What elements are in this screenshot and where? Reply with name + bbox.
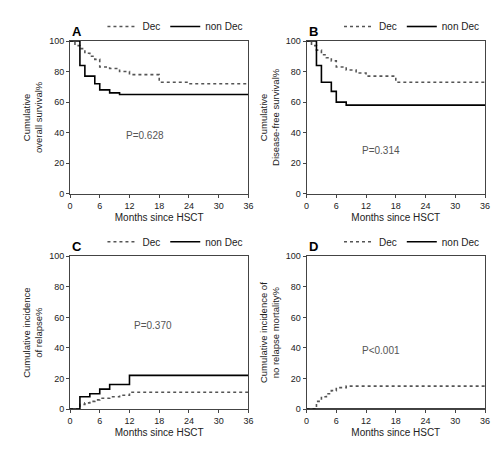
svg-text:0: 0 [304,416,309,426]
svg-text:36: 36 [480,201,490,211]
svg-text:80: 80 [291,282,301,292]
svg-text:6: 6 [97,201,102,211]
svg-text:P=0.628: P=0.628 [126,130,164,141]
svg-text:100: 100 [49,251,64,261]
svg-text:0: 0 [59,404,64,414]
svg-text:60: 60 [291,313,301,323]
svg-text:Dec: Dec [142,21,160,32]
svg-text:30: 30 [450,201,460,211]
svg-text:P<0.001: P<0.001 [362,345,400,356]
svg-text:B: B [309,24,318,39]
svg-text:18: 18 [391,201,401,211]
svg-text:D: D [309,239,318,254]
svg-text:40: 40 [54,128,64,138]
svg-text:30: 30 [214,201,224,211]
svg-text:Months since HSCT: Months since HSCT [115,427,204,438]
svg-text:P=0.314: P=0.314 [362,145,400,156]
svg-text:Cumulative incidence ofno rela: Cumulative incidence ofno relapse mortal… [258,282,281,383]
svg-text:80: 80 [291,67,301,77]
svg-text:12: 12 [124,416,134,426]
svg-text:non Dec: non Dec [205,21,242,32]
svg-text:60: 60 [54,313,64,323]
svg-text:60: 60 [291,97,301,107]
svg-text:24: 24 [421,201,431,211]
svg-text:18: 18 [154,416,164,426]
svg-text:12: 12 [124,201,134,211]
svg-text:20: 20 [291,158,301,168]
svg-text:Months since HSCT: Months since HSCT [351,427,440,438]
svg-text:non Dec: non Dec [205,237,242,248]
svg-text:Months since HSCT: Months since HSCT [115,212,204,223]
svg-text:80: 80 [54,282,64,292]
svg-text:18: 18 [154,201,164,211]
svg-text:12: 12 [361,201,371,211]
svg-text:A: A [72,24,82,39]
svg-text:40: 40 [291,128,301,138]
svg-text:Dec: Dec [379,21,397,32]
svg-text:6: 6 [97,416,102,426]
svg-text:24: 24 [421,416,431,426]
svg-text:6: 6 [334,201,339,211]
svg-text:C: C [72,239,82,254]
svg-text:36: 36 [243,201,253,211]
svg-text:36: 36 [243,416,253,426]
svg-text:0: 0 [67,416,72,426]
svg-text:20: 20 [54,374,64,384]
svg-text:6: 6 [334,416,339,426]
svg-text:0: 0 [304,201,309,211]
svg-text:24: 24 [184,201,194,211]
svg-text:20: 20 [54,158,64,168]
svg-text:100: 100 [286,36,301,46]
svg-text:36: 36 [480,416,490,426]
svg-text:12: 12 [361,416,371,426]
svg-text:18: 18 [391,416,401,426]
svg-text:non Dec: non Dec [442,237,479,248]
svg-text:100: 100 [286,251,301,261]
svg-text:40: 40 [54,343,64,353]
svg-text:Dec: Dec [142,237,160,248]
svg-text:0: 0 [59,189,64,199]
svg-text:P=0.370: P=0.370 [134,320,172,331]
svg-text:80: 80 [54,67,64,77]
svg-text:CumulativeDisease-free surviva: CumulativeDisease-free survival% [258,68,281,166]
svg-text:30: 30 [214,416,224,426]
svg-text:60: 60 [54,97,64,107]
svg-text:40: 40 [291,343,301,353]
svg-text:non Dec: non Dec [442,21,479,32]
svg-text:0: 0 [67,201,72,211]
svg-text:20: 20 [291,374,301,384]
svg-text:Cumulativeoverall survival%: Cumulativeoverall survival% [21,81,44,153]
svg-text:Dec: Dec [379,237,397,248]
svg-text:0: 0 [296,404,301,414]
svg-text:0: 0 [296,189,301,199]
svg-text:100: 100 [49,36,64,46]
svg-text:Cumulative incidenceof relapse: Cumulative incidenceof relapse% [21,287,44,377]
svg-text:Months since HSCT: Months since HSCT [351,212,440,223]
svg-text:30: 30 [450,416,460,426]
svg-text:24: 24 [184,416,194,426]
